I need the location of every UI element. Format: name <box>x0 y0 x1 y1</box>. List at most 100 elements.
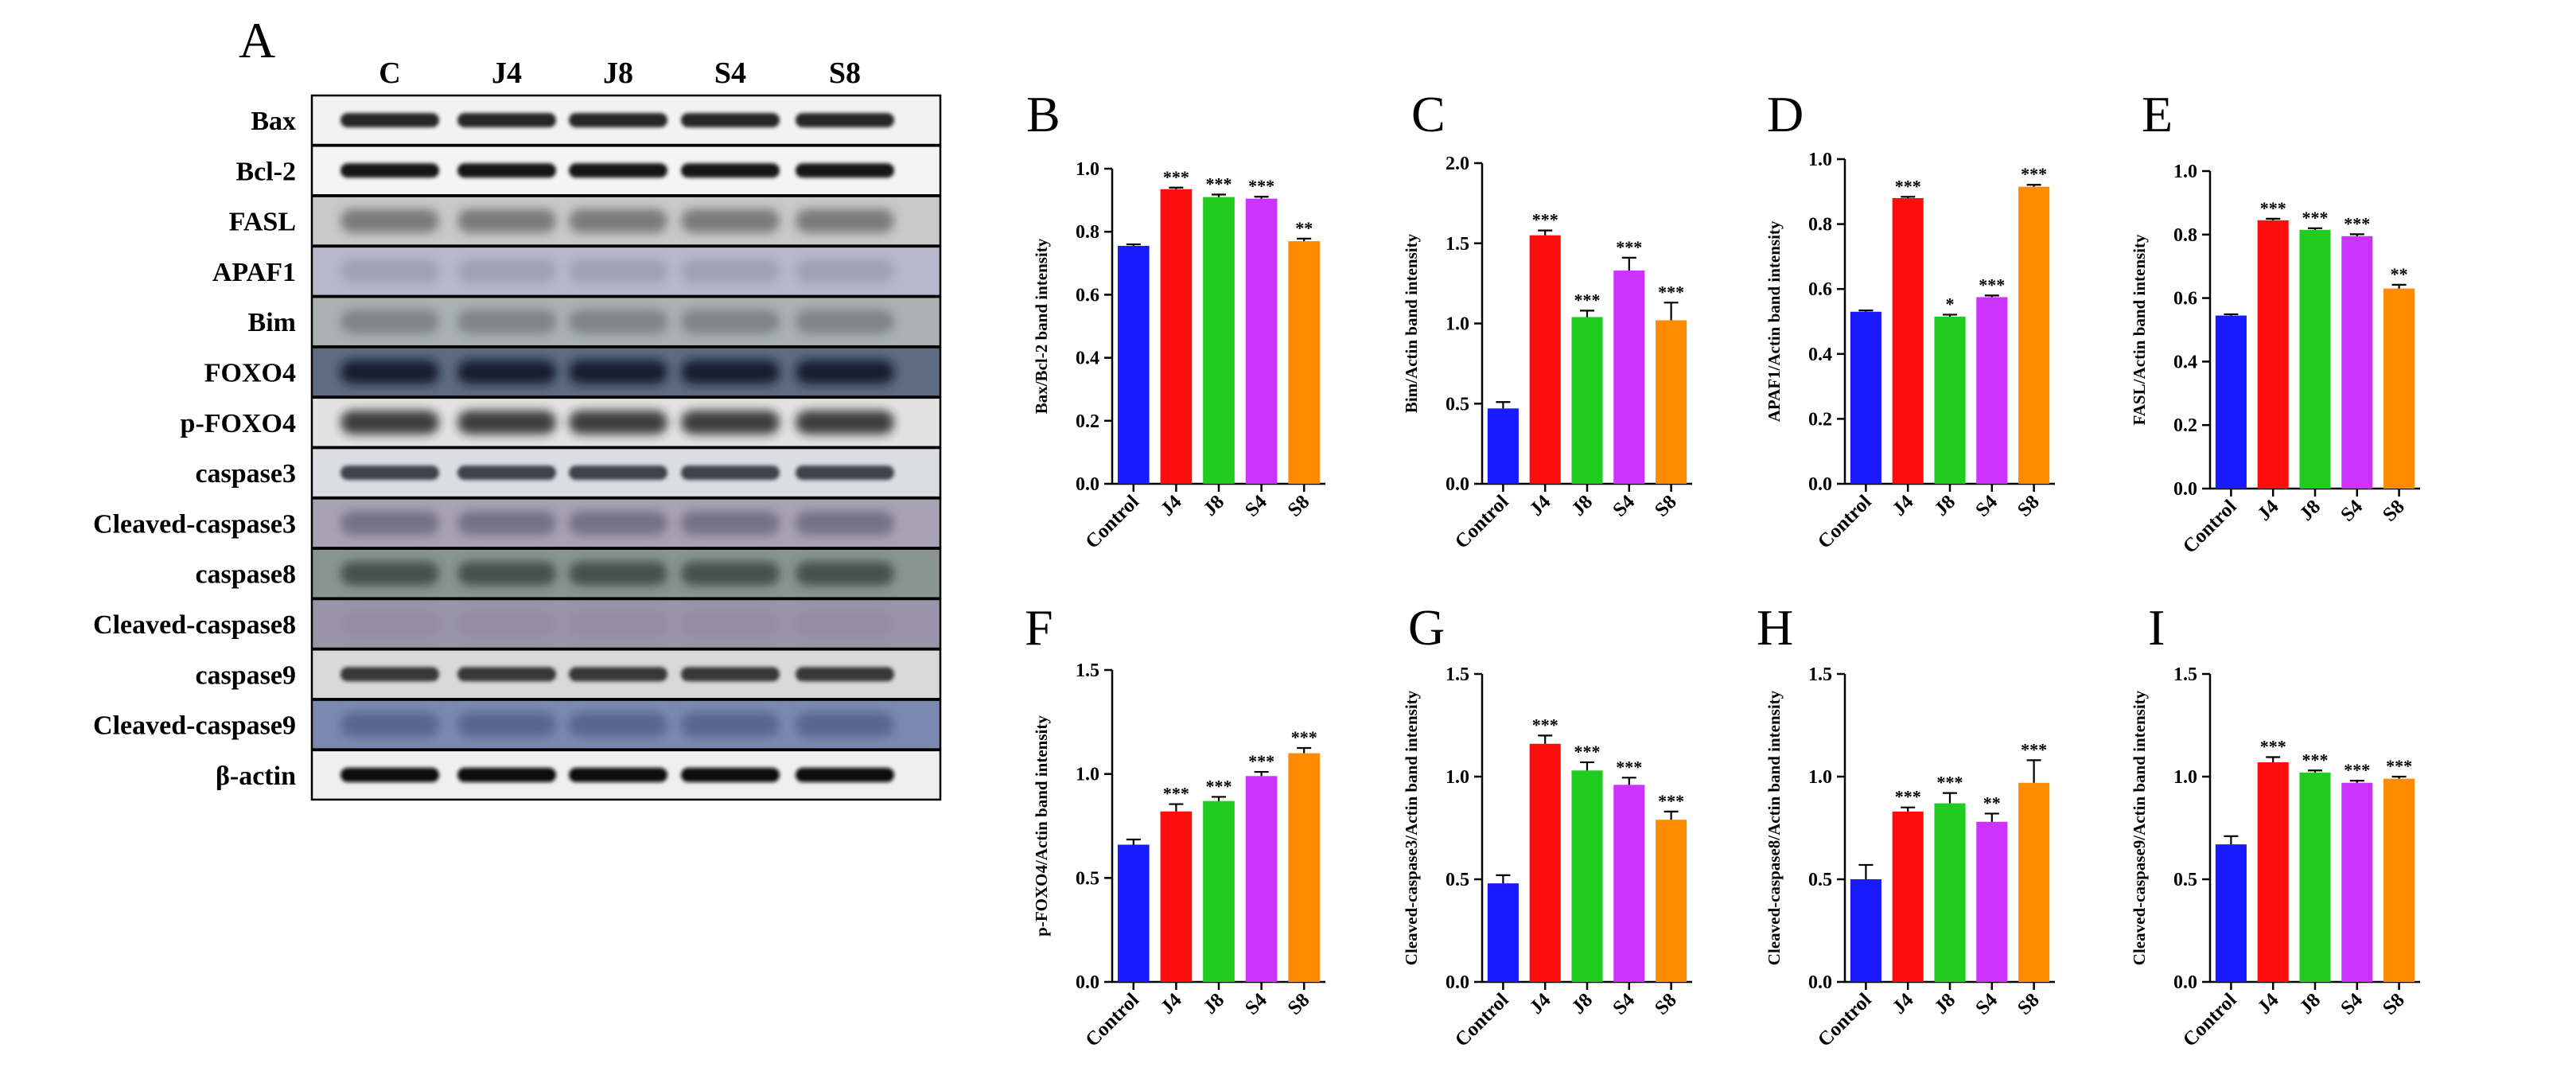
chart-g-bar-j4 <box>1529 743 1561 982</box>
chart-g-category-label-control: Control <box>1451 989 1513 1051</box>
chart-g-category-label-j8: J8 <box>1567 989 1597 1019</box>
blot-band-cleaved-caspase3-s8 <box>796 511 894 536</box>
blot-band-p-foxo4-s8 <box>796 410 894 434</box>
chart-i-significance-j4: *** <box>2260 736 2286 756</box>
blot-band-beta-actin-s4 <box>681 767 780 782</box>
chart-c-category-label-s8: S8 <box>1651 491 1681 521</box>
chart-c-bar-control <box>1487 408 1519 484</box>
chart-g-ylabel: Cleaved-caspase3/Actin band intensity <box>1402 690 1421 965</box>
chart-b-category-label-s4: S4 <box>1241 491 1271 521</box>
chart-d-ytick-label: 0.4 <box>1808 345 1832 365</box>
blot-row-cleaved-caspase9: Cleaved-caspase9 <box>93 699 942 750</box>
chart-f-significance-j4: *** <box>1163 784 1189 804</box>
blot-band-beta-actin-s8 <box>796 767 894 782</box>
chart-h-category-label-control: Control <box>1814 989 1876 1051</box>
chart-f-category-label-control: Control <box>1081 989 1143 1051</box>
chart-d-category-label-control: Control <box>1814 491 1876 553</box>
chart-g-bar-s8 <box>1656 820 1687 982</box>
chart-h-ytick-label: 1.5 <box>1808 664 1832 685</box>
chart-c-significance-s4: *** <box>1616 237 1642 257</box>
blot-band-bcl-2-j4 <box>457 163 556 178</box>
chart-i-ytick-label: 1.5 <box>2173 664 2197 685</box>
chart-g-ytick-label: 0.0 <box>1446 972 1469 993</box>
chart-h-bar-s4 <box>1976 821 2008 982</box>
chart-g-significance-j4: *** <box>1532 715 1558 734</box>
chart-b: B 0.0 0.2 0.4 0.6 0.8 1.0 Bax/Bcl-2 band intens… <box>1026 86 1325 553</box>
blot-band-caspase8-s8 <box>796 561 894 586</box>
blot-row-cleaved-caspase8: Cleaved-caspase8 <box>93 598 942 650</box>
western-blot-panel: A C J4 J8 S4 S8 Bax Bcl-2 FASL APAF1 Bim FOXO4 p-FO… <box>93 12 942 801</box>
chart-b-significance-j4: *** <box>1163 167 1189 187</box>
chart-e-significance-j4: *** <box>2260 198 2286 218</box>
chart-e-bar-s4 <box>2341 236 2373 489</box>
chart-d-category-label-j4: J4 <box>1889 491 1918 520</box>
chart-d-significance-j4: *** <box>1895 176 1921 196</box>
chart-d-category-label-s8: S8 <box>2014 491 2044 521</box>
blot-band-fasl-j4 <box>457 208 556 233</box>
chart-b-bar-j4 <box>1160 189 1193 485</box>
chart-f-category-label-j4: J4 <box>1157 989 1186 1019</box>
blot-band-bcl-2-s8 <box>796 163 894 178</box>
chart-f-category-label-j8: J8 <box>1199 989 1228 1019</box>
chart-f-bar-s8 <box>1288 753 1321 982</box>
blot-band-p-foxo4-c <box>340 410 439 434</box>
blot-band-beta-actin-c <box>340 767 439 782</box>
chart-c-ylabel: Bim/Actin band intensity <box>1402 233 1421 413</box>
chart-c-bar-s8 <box>1656 320 1687 484</box>
blot-row-caspase9: caspase9 <box>195 649 942 700</box>
chart-e-ytick-label: 0.8 <box>2173 225 2197 246</box>
chart-d-ylabel: APAF1/Actin band intensity <box>1765 220 1784 422</box>
blot-band-caspase9-j4 <box>457 667 556 682</box>
protein-label-caspase9: caspase9 <box>195 660 296 690</box>
chart-i-panel-letter: I <box>2148 599 2165 656</box>
chart-i-significance-s8: *** <box>2386 756 2412 776</box>
blot-band-caspase3-j8 <box>569 465 667 481</box>
chart-i-significance-s4: *** <box>2344 760 2370 780</box>
chart-e-category-label-s4: S4 <box>2337 496 2367 526</box>
chart-i-bar-j4 <box>2257 762 2289 982</box>
chart-d-ytick-label: 0.6 <box>1808 279 1832 300</box>
protein-label-fasl: FASL <box>229 208 296 237</box>
lane-label-j8: J8 <box>603 56 633 90</box>
chart-d-bar-control <box>1850 311 1881 484</box>
chart-b-bar-j8 <box>1203 197 1235 484</box>
chart-h-significance-s8: *** <box>2021 739 2047 759</box>
chart-i-bar-s8 <box>2383 778 2415 982</box>
chart-f-category-label-s4: S4 <box>1241 989 1271 1019</box>
blot-band-cleaved-caspase8-s4 <box>681 612 780 636</box>
chart-g-ytick-label: 1.0 <box>1446 767 1469 788</box>
chart-c-ytick-label: 1.0 <box>1446 314 1469 335</box>
blot-band-cleaved-caspase8-j4 <box>457 612 556 636</box>
chart-d-ytick-label: 0.0 <box>1808 474 1832 495</box>
chart-e-significance-s4: *** <box>2344 213 2370 233</box>
chart-f-significance-s4: *** <box>1248 751 1274 771</box>
blot-band-p-foxo4-s4 <box>681 410 780 434</box>
protein-label-cleaved-caspase9: Cleaved-caspase9 <box>93 711 296 741</box>
blot-band-foxo4-j8 <box>569 360 667 384</box>
blot-band-cleaved-caspase3-c <box>340 511 439 536</box>
protein-label-caspase3: caspase3 <box>195 459 296 489</box>
chart-b-category-label-j8: J8 <box>1199 491 1228 520</box>
chart-e-ytick-label: 0.2 <box>2173 415 2197 436</box>
chart-h-significance-s4: ** <box>1983 793 2001 812</box>
blot-band-fasl-j8 <box>569 208 667 233</box>
blot-row-fasl: FASL <box>229 195 942 247</box>
chart-b-ytick-label: 0.0 <box>1076 474 1099 495</box>
chart-b-bar-control <box>1117 246 1150 484</box>
blot-band-caspase8-j4 <box>457 561 556 586</box>
chart-h-ytick-label: 0.0 <box>1808 972 1832 993</box>
chart-e-bar-j4 <box>2257 220 2289 489</box>
chart-e-ytick-label: 0.6 <box>2173 289 2197 310</box>
blot-band-caspase8-s4 <box>681 561 780 586</box>
blot-band-caspase3-c <box>340 465 439 481</box>
chart-d-ytick-label: 0.8 <box>1808 215 1832 236</box>
blot-band-apaf1-c <box>340 259 439 283</box>
blot-band-apaf1-s8 <box>796 259 894 283</box>
chart-d-significance-s4: *** <box>1979 275 2005 294</box>
blot-band-caspase9-s4 <box>681 667 780 682</box>
chart-i-category-label-s4: S4 <box>2337 989 2367 1019</box>
chart-b-significance-s8: ** <box>1295 218 1313 238</box>
chart-e-bar-s8 <box>2383 288 2415 489</box>
chart-c-panel-letter: C <box>1411 86 1446 142</box>
